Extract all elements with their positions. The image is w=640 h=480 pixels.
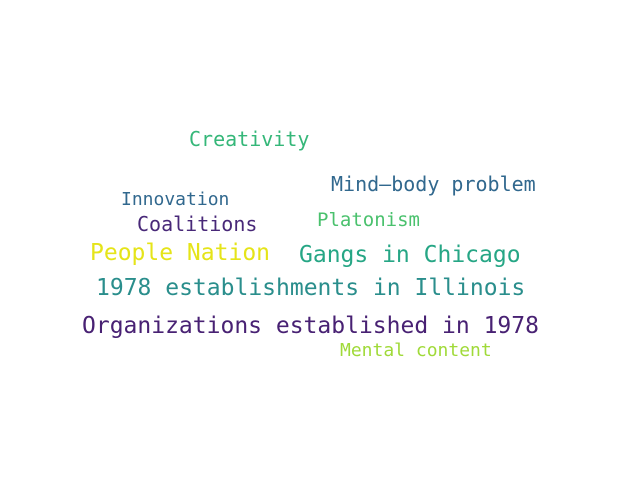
word-1978-establishments-in-illinois: 1978 establishments in Illinois <box>96 275 526 301</box>
word-innovation: Innovation <box>121 189 230 210</box>
word-creativity: Creativity <box>189 127 310 151</box>
word-mind-body-problem: Mind–body problem <box>331 172 536 196</box>
word-people-nation: People Nation <box>90 240 271 266</box>
word-gangs-in-chicago: Gangs in Chicago <box>299 242 521 268</box>
word-organizations-established-in-1978: Organizations established in 1978 <box>82 313 539 339</box>
word-platonism: Platonism <box>317 209 420 231</box>
word-mental-content: Mental content <box>340 340 492 361</box>
word-coalitions: Coalitions <box>137 212 258 236</box>
